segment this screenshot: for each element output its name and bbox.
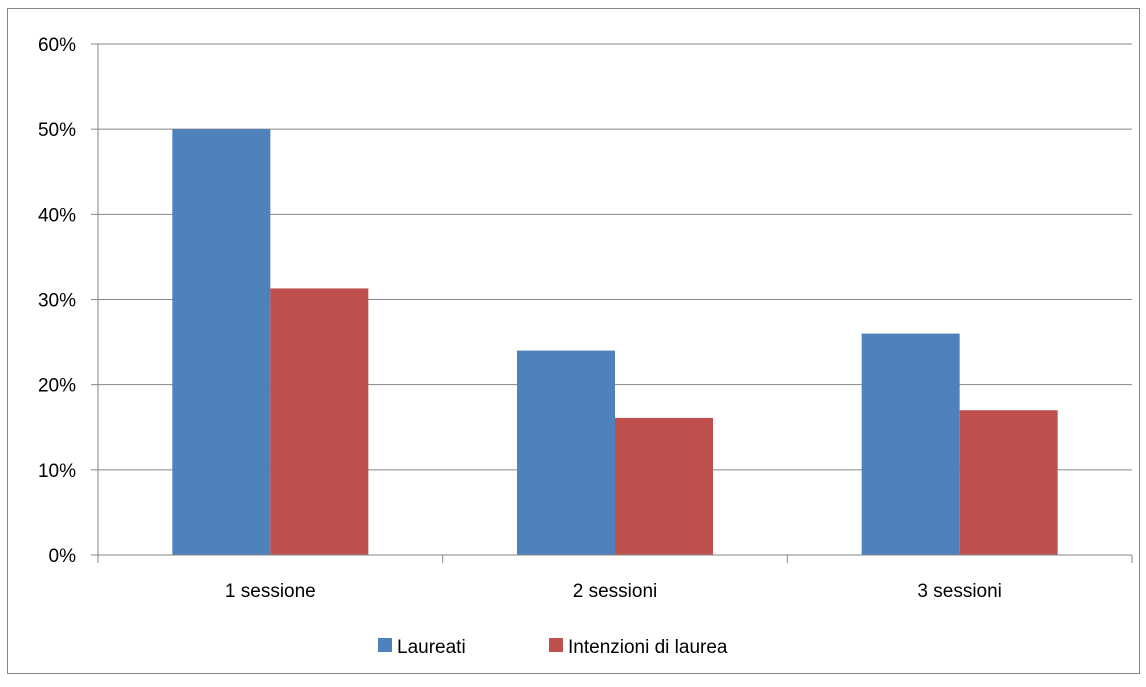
y-tick-label: 30% [38,291,76,312]
legend-swatch-laureati [378,638,392,652]
y-tick-labels: 0% 10% 20% 30% 40% 50% 60% [38,35,76,567]
bar-laureati-3 [861,333,960,555]
bar-chart: 0% 10% 20% 30% 40% 50% 60% 1 sessione 2 session… [38,35,1133,658]
x-tick-label: 3 sessioni [917,581,1002,602]
y-tick-label: 10% [38,461,76,482]
bar-laureati-2 [517,350,615,555]
axes [91,43,1133,563]
y-tick-label: 40% [38,205,76,226]
y-tick-label: 0% [49,546,77,567]
legend: Laureati Intenzioni di laurea [378,637,728,658]
bar-intenzioni-3 [959,410,1058,555]
legend-label-intenzioni: Intenzioni di laurea [568,637,728,658]
legend-label-laureati: Laureati [397,637,466,658]
x-tick-labels: 1 sessione 2 sessioni 3 sessioni [225,581,1002,602]
y-tick-label: 50% [38,120,76,141]
bar-laureati-1 [172,129,271,555]
x-tick-label: 1 sessione [225,581,316,602]
y-tick-label: 20% [38,376,76,397]
x-tick-label: 2 sessioni [573,581,658,602]
chart-container: 0% 10% 20% 30% 40% 50% 60% 1 sessione 2 session… [7,8,1140,674]
bar-intenzioni-1 [270,288,369,555]
bars [172,129,1058,555]
bar-intenzioni-2 [615,417,713,555]
y-tick-label: 60% [38,35,76,56]
legend-swatch-intenzioni [549,638,563,652]
